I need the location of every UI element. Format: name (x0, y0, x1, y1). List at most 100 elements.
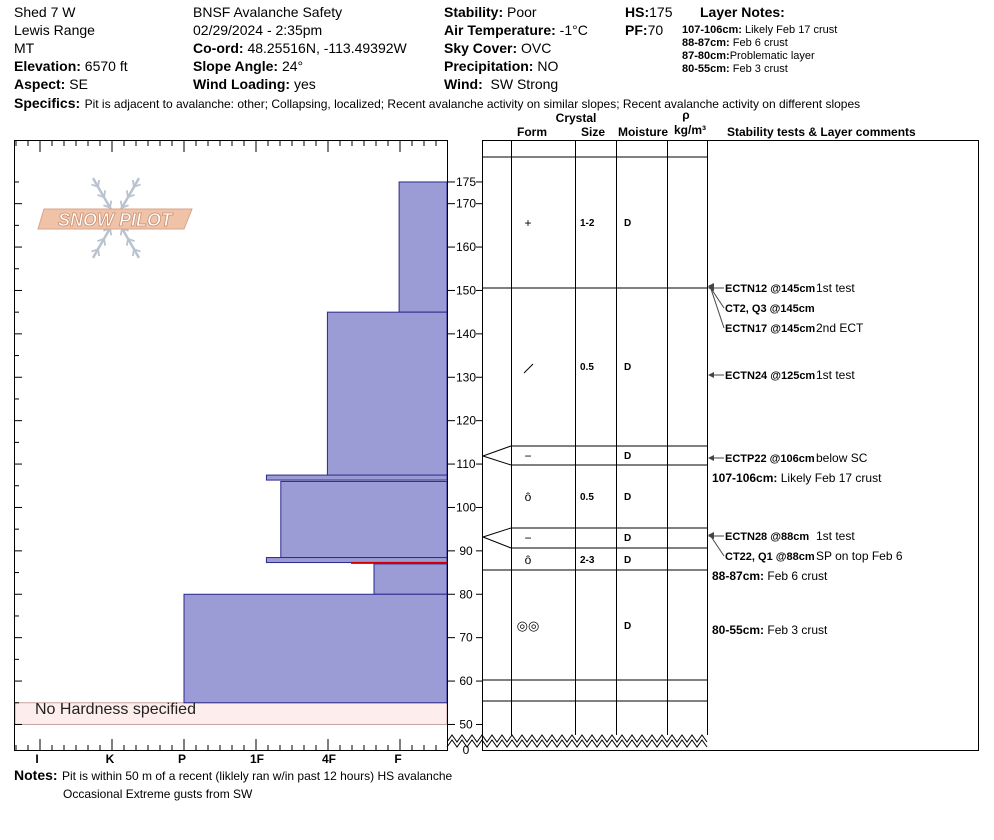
range-name: Lewis Range (14, 22, 95, 38)
logo-snowflake-branch (97, 193, 105, 199)
grain-form-symbol: ȏ (525, 553, 532, 567)
notes-line-2: Occasional Extreme gusts from SW (63, 787, 253, 801)
specifics-field: Specifics: Pit is adjacent to avalanche:… (14, 94, 860, 113)
depth-tick-label: 0 (463, 743, 470, 757)
air-temp-label: Air Temperature: (444, 22, 556, 38)
layer-table-frame (482, 140, 979, 751)
layer-note-2: 88-87cm: Feb 6 crust (682, 37, 788, 49)
test-pointer-arrow (708, 455, 714, 461)
depth-tick-label: 170 (456, 197, 476, 211)
depth-tick-label: 100 (456, 500, 476, 514)
depth-tick-label: 160 (456, 240, 476, 254)
layer-boundary-connector (482, 455, 512, 466)
wind-label: Wind: (444, 76, 483, 92)
stability-test-code: ECTN12 @145cm (725, 283, 815, 295)
state-name: MT (14, 40, 35, 56)
hs-field: HS:175 (625, 3, 672, 21)
coord-value: 48.25516N, -113.49392W (247, 40, 407, 56)
sky-value: OVC (521, 40, 552, 56)
hardness-layer-bar (265, 557, 448, 564)
layer-comment-range: 88-87cm: (712, 569, 764, 583)
hardness-layer-bar (398, 181, 448, 313)
layer-note-1: 107-106cm: Likely Feb 17 crust (682, 24, 838, 36)
logo-snowflake-branch (119, 200, 123, 208)
axis-break-line (446, 734, 708, 743)
logo-snowflake-branch (131, 179, 135, 187)
logo-snowflake-branch (131, 249, 135, 257)
header-comments: Stability tests & Layer comments (727, 125, 916, 139)
wind-loading-field: Wind Loading: yes (193, 75, 316, 93)
layer-notes-title: Layer Notes: (700, 4, 785, 20)
test-pointer-line (709, 285, 725, 329)
air-temp-value: -1°C (559, 22, 588, 38)
layer-comment-text: Feb 6 crust (764, 569, 828, 583)
depth-tick-label: 130 (456, 370, 476, 384)
sky-label: Sky Cover: (444, 40, 518, 56)
stability-test-comment: below SC (816, 451, 868, 465)
moisture-value: D (624, 218, 631, 229)
logo-snowflake-branch (97, 237, 105, 243)
header-density: kg/m³ (674, 123, 706, 137)
precip-label: Precipitation: (444, 58, 534, 74)
logo-snowflake-branch (125, 190, 129, 198)
hardness-layer-bar (326, 311, 448, 478)
layer-comment: 88-87cm: Feb 6 crust (712, 569, 828, 583)
hardness-layer-bar (183, 593, 448, 704)
layer-boundary-connector (482, 536, 512, 549)
logo-snowflake-branch (121, 204, 129, 209)
header-size: Size (581, 125, 605, 139)
header-form: Form (517, 125, 547, 139)
slope-label: Slope Angle: (193, 58, 279, 74)
layer-note-3: 87-80cm:Problematic layer (682, 50, 815, 62)
stability-value: Poor (507, 4, 537, 20)
depth-tick-label: 90 (459, 544, 473, 558)
test-pointer-arrow (708, 372, 714, 378)
moisture-value: D (624, 492, 631, 503)
datetime: 02/29/2024 - 2:35pm (193, 22, 323, 38)
hardness-tick-label: F (394, 752, 401, 766)
layer-boundary-connector (482, 527, 512, 538)
grain-size-value: 0.5 (580, 362, 594, 373)
depth-tick-label: 175 (456, 175, 476, 189)
logo-snowflake-branch (103, 238, 107, 246)
notes-label: Notes: (14, 767, 58, 783)
logo-snowflake-branch (133, 183, 141, 188)
depth-tick-label: 80 (459, 587, 473, 601)
hardness-layer-bar (265, 474, 448, 481)
grain-form-symbol: + (524, 216, 531, 230)
coord-label: Co-ord: (193, 40, 244, 56)
moisture-value: D (624, 555, 631, 566)
moisture-value: D (624, 362, 631, 373)
slope-value: 24° (281, 58, 304, 74)
precip-value: NO (537, 58, 559, 74)
layer-comment: 80-55cm: Feb 3 crust (712, 623, 828, 637)
logo-banner (37, 208, 193, 230)
precip-field: Precipitation: NO (444, 57, 558, 75)
pf-label: PF: (625, 22, 648, 38)
coord-field: Co-ord: 48.25516N, -113.49392W (193, 39, 407, 57)
pf-value: 70 (647, 22, 664, 38)
hardness-tick-label: 1F (250, 752, 264, 766)
stability-test-comment: 1st test (816, 281, 855, 295)
hardness-tick-label: 4F (322, 752, 336, 766)
stability-test-comment: 2nd ECT (816, 321, 864, 335)
hardness-tick-label: K (106, 752, 115, 766)
notes-field: Notes: Pit is within 50 m of a recent (l… (14, 766, 452, 785)
wind-value: SW Strong (490, 76, 559, 92)
elevation-label: Elevation: (14, 58, 81, 74)
stability-test-code: ECTP22 @106cm (725, 453, 815, 465)
layer-note-4: 80-55cm: Feb 3 crust (682, 63, 788, 75)
slope-field: Slope Angle: 24° (193, 57, 303, 75)
hardness-tick-label: P (178, 752, 186, 766)
organization: BNSF Avalanche Safety (193, 4, 343, 20)
moisture-value: D (624, 451, 631, 462)
stability-field: Stability: Poor (444, 3, 537, 21)
aspect-label: Aspect: (14, 76, 66, 92)
logo-snowflake-branch (127, 237, 135, 243)
hardness-layer-bar (373, 563, 448, 595)
hardness-layer-bar (280, 480, 448, 561)
logo-snowflake-branch (119, 228, 123, 236)
moisture-value: D (624, 533, 631, 544)
wind-loading-value: yes (293, 76, 316, 92)
